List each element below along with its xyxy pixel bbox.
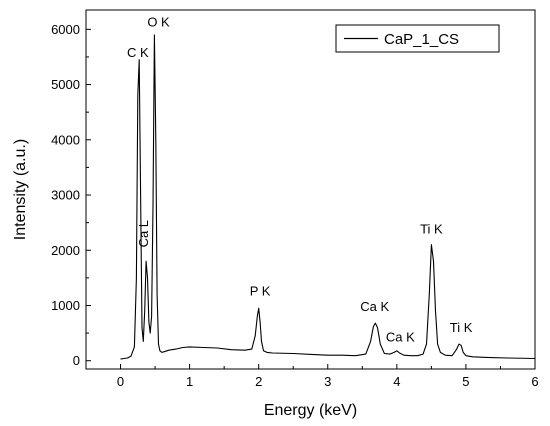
legend: CaP_1_CS [335,24,500,53]
series-layer [120,34,536,360]
y-tick-label: 2000 [51,243,80,258]
peak-annotation: Ca K [360,299,389,314]
x-tick-label: 4 [393,374,400,389]
x-axis-title: Energy (keV) [264,402,357,419]
y-tick-label: 3000 [51,188,80,203]
y-tick-label: 4000 [51,132,80,147]
x-tick-label: 5 [462,374,469,389]
peak-annotation: C K [127,45,149,60]
legend-label: CaP_1_CS [384,31,459,48]
y-tick-labels: 0 1000 2000 3000 4000 5000 6000 [51,22,80,368]
x-tick-label: 6 [531,374,538,389]
y-axis-title: Intensity (a.u.) [12,139,29,240]
peak-annotation: Ti K [450,320,473,335]
y-tick-label: 1000 [51,298,80,313]
peak-annotation: Ca K [386,329,415,344]
peak-annotation: Ti K [420,222,443,237]
y-tick-label: 6000 [51,22,80,37]
x-tick-label: 3 [324,374,331,389]
y-tick-label: 0 [73,353,80,368]
series-line [120,34,536,360]
x-tick-label: 2 [255,374,262,389]
plot-frame [85,9,536,370]
y-tick-label: 5000 [51,77,80,92]
x-tick-label: 0 [117,374,124,389]
x-tick-labels: 0 1 2 3 4 5 6 [117,374,539,389]
x-tick-label: 1 [186,374,193,389]
peak-annotation: P K [250,284,271,299]
peak-annotation: O K [147,15,170,30]
peak-annotations: C K O K Ca L P K Ca K Ca K Ti K Ti K [127,15,473,345]
peak-annotation: Ca L [136,220,151,247]
